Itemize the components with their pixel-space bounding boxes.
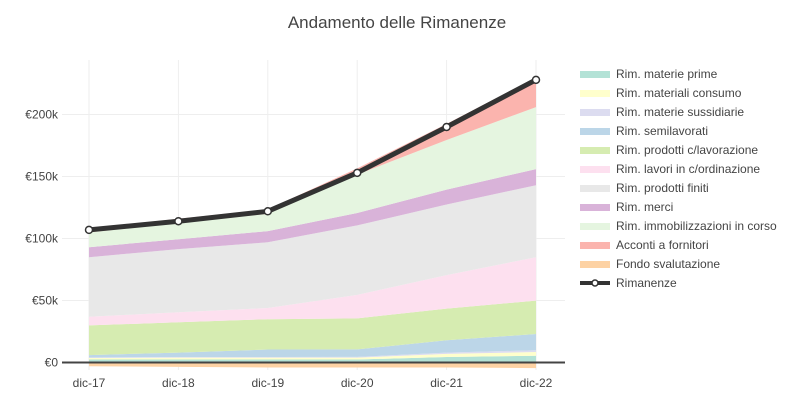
y-tick-label: €50k — [32, 294, 59, 308]
area-series-4 — [89, 334, 536, 358]
legend-swatch — [580, 223, 610, 230]
area-series-5 — [89, 300, 536, 356]
area-series-8 — [89, 169, 536, 258]
x-tick-label: dic-20 — [341, 376, 374, 390]
area-layer — [89, 77, 536, 369]
legend-item[interactable]: Rim. lavori in c/ordinazione — [580, 162, 760, 176]
x-tick-label: dic-19 — [251, 376, 284, 390]
legend-item[interactable]: Rim. materie sussidiarie — [580, 105, 744, 119]
legend-label: Acconti a fornitori — [616, 238, 709, 252]
total-point — [174, 216, 183, 226]
y-tick-label: €200k — [25, 108, 59, 122]
total-point — [263, 207, 273, 216]
legend-item[interactable]: Rimanenze — [580, 276, 677, 290]
legend-label: Rim. semilavorati — [616, 124, 708, 138]
legend-label: Fondo svalutazione — [616, 257, 720, 271]
chart-title: Andamento delle Rimanenze — [288, 13, 506, 32]
total-point — [352, 168, 362, 178]
x-tick-label: dic-22 — [520, 376, 553, 390]
legend-swatch — [580, 166, 610, 173]
area-series-11 — [89, 362, 536, 369]
area-series-3 — [89, 350, 536, 358]
legend-swatch — [580, 185, 610, 192]
legend-label: Rim. materie sussidiarie — [616, 105, 744, 119]
legend-swatch-marker — [591, 279, 599, 287]
total-point — [531, 75, 541, 85]
total-line — [88, 77, 538, 233]
legend-label: Rim. materiali consumo — [616, 86, 742, 100]
legend-item[interactable]: Rim. semilavorati — [580, 124, 708, 138]
area-series-7 — [89, 185, 536, 317]
legend-item[interactable]: Rim. merci — [580, 200, 673, 214]
area-series-6 — [89, 257, 536, 326]
legend-label: Rim. prodotti c/lavorazione — [616, 143, 758, 157]
legend-swatch — [580, 242, 610, 249]
legend-swatch — [580, 71, 610, 78]
legend-item[interactable]: Rim. materie prime — [580, 67, 718, 81]
legend-label: Rim. prodotti finiti — [616, 181, 709, 195]
area-series-1 — [89, 355, 536, 363]
legend-item[interactable]: Fondo svalutazione — [580, 257, 720, 271]
legend-label: Rim. lavori in c/ordinazione — [616, 162, 760, 176]
y-tick-label: €0 — [45, 356, 59, 370]
legend-item[interactable]: Rim. immobilizzazioni in corso — [580, 219, 777, 233]
y-tick-label: €150k — [25, 170, 59, 184]
x-tick-label: dic-17 — [73, 376, 106, 390]
x-tick-label: dic-21 — [430, 376, 463, 390]
total-point — [442, 122, 451, 132]
legend-label: Rim. immobilizzazioni in corso — [616, 219, 777, 233]
legend-label: Rimanenze — [616, 276, 677, 290]
legend-swatch — [580, 90, 610, 97]
legend-item[interactable]: Rim. prodotti finiti — [580, 181, 709, 195]
x-tick-label: dic-18 — [162, 376, 195, 390]
y-tick-label: €100k — [25, 232, 59, 246]
legend-item[interactable]: Acconti a fornitori — [580, 238, 709, 252]
legend-label: Rim. materie prime — [616, 67, 718, 81]
legend-swatch — [580, 109, 610, 116]
legend-swatch — [580, 147, 610, 154]
total-line-layer — [84, 75, 541, 235]
legend[interactable]: Rim. materie prime Rim. materiali consumo… — [580, 67, 777, 290]
axis-layer: €0 €50k €100k €150k €200k dic-17 dic-18 dic-19 d… — [25, 108, 565, 390]
legend-item[interactable]: Rim. prodotti c/lavorazione — [580, 143, 758, 157]
total-point — [84, 225, 94, 235]
legend-label: Rim. merci — [616, 200, 673, 214]
area-series-2 — [89, 352, 536, 360]
legend-swatch — [580, 128, 610, 135]
legend-swatch — [580, 204, 610, 211]
legend-swatch — [580, 261, 610, 268]
legend-item[interactable]: Rim. materiali consumo — [580, 86, 742, 100]
area-series-9 — [89, 107, 536, 248]
